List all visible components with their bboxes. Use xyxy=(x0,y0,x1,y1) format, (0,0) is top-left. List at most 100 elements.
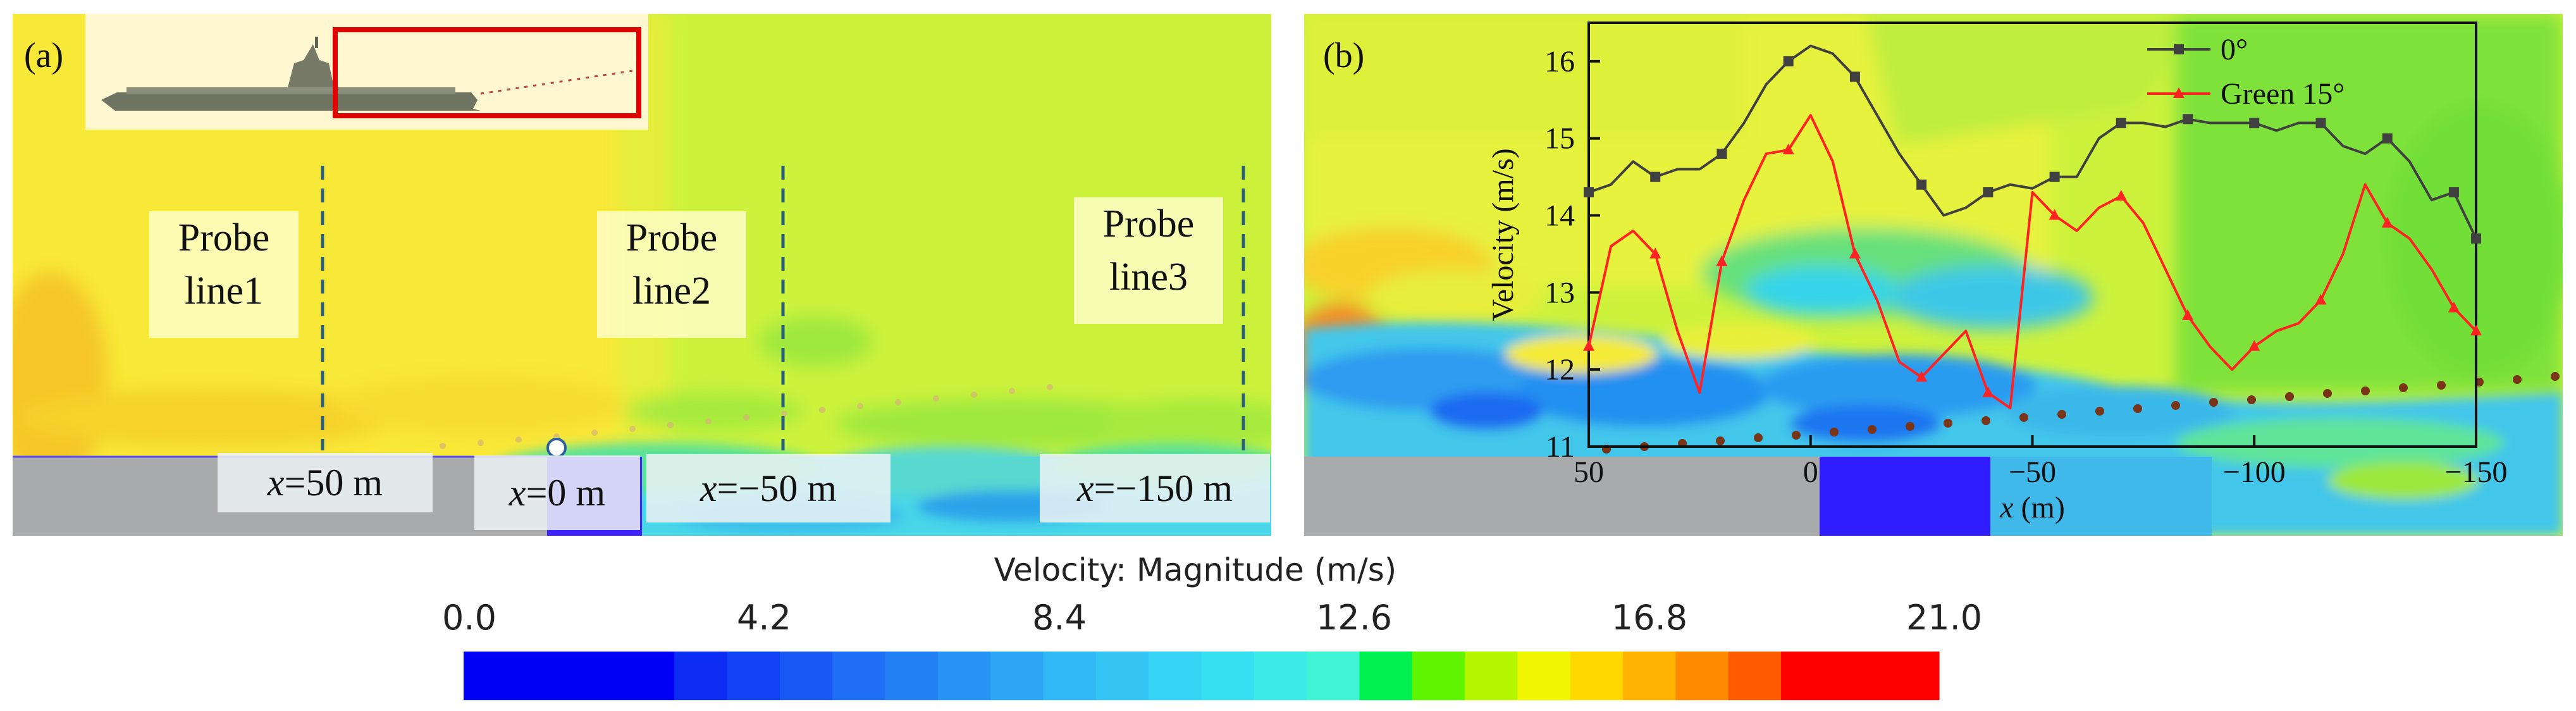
position-var: x xyxy=(1077,467,1094,509)
data-point-triangle xyxy=(1716,255,1728,266)
colorbar-band xyxy=(1201,652,1255,700)
panel-b-label: (b) xyxy=(1323,36,1365,75)
data-point-square xyxy=(2049,171,2060,182)
colorbar-band xyxy=(569,652,622,700)
colorbar-band xyxy=(1517,652,1571,700)
colorbar-band xyxy=(464,652,517,700)
position-label-minus-150: x=−150 m xyxy=(1040,454,1270,522)
x-tick-label: −50 xyxy=(2009,455,2056,489)
x-tick-label: 0 xyxy=(1803,455,1818,489)
colorbar-band xyxy=(1149,652,1202,700)
data-point-square xyxy=(2249,118,2260,128)
data-point-triangle xyxy=(1849,247,1861,259)
data-point-triangle xyxy=(2381,216,2393,228)
colorbar-band xyxy=(990,652,1044,700)
series-line-0deg xyxy=(1588,44,2477,239)
y-axis-label: Velocity (m/s) xyxy=(1486,148,1520,321)
data-point-triangle xyxy=(2315,294,2327,305)
colorbar-band xyxy=(674,652,728,700)
data-point-triangle xyxy=(1649,247,1661,259)
colorbar-band xyxy=(1043,652,1097,700)
x-axis-label: x (m) xyxy=(1999,491,2065,524)
data-point-triangle xyxy=(2049,209,2061,220)
velocity-line-chart: 50 0 −50 −100 −150 11 12 13 14 15 16 Velocity (m/s)… xyxy=(1486,22,2508,524)
colorbar-band xyxy=(1359,652,1413,700)
data-point-square xyxy=(1983,187,1994,197)
data-point-square xyxy=(2471,233,2481,244)
data-point-triangle xyxy=(2470,325,2482,336)
y-tick-label: 12 xyxy=(1544,353,1575,386)
x-axis-label-unit: (m) xyxy=(2021,491,2065,524)
data-point-square xyxy=(2315,118,2326,128)
position-var: x xyxy=(508,472,526,514)
colorbar-band xyxy=(1412,652,1465,700)
colorbar-band xyxy=(1886,652,1940,700)
data-point-triangle xyxy=(1982,386,1994,397)
colorbar-band xyxy=(937,652,991,700)
x-tick-label: −100 xyxy=(2223,455,2286,489)
data-point-square xyxy=(2382,133,2393,144)
colorbar-gradient xyxy=(464,652,1940,700)
data-point-square xyxy=(1716,149,1727,159)
panel-a-label: (a) xyxy=(24,36,64,75)
colorbar-title: Velocity: Magnitude (m/s) xyxy=(994,552,1397,588)
probe-line-3-label: Probe line3 xyxy=(1074,197,1223,324)
panel-b-contour xyxy=(1304,14,2563,536)
legend-marker-triangle xyxy=(2173,87,2185,98)
data-point-triangle xyxy=(1916,371,1928,382)
data-point-square xyxy=(1783,56,1794,66)
data-point-triangle xyxy=(2182,309,2194,320)
colorbar-band xyxy=(1728,652,1782,700)
data-point-square xyxy=(2116,118,2126,128)
colorbar-tick: 8.4 xyxy=(1032,598,1087,638)
colorbar-band xyxy=(1570,652,1624,700)
colorbar-band xyxy=(885,652,939,700)
colorbar-band xyxy=(1465,652,1519,700)
legend-label: Green 15° xyxy=(2221,77,2345,111)
colorbar-band xyxy=(779,652,833,700)
position-text: =50 m xyxy=(284,462,383,504)
colorbar-band xyxy=(1307,652,1360,700)
data-point-square xyxy=(1584,187,1594,197)
colorbar-band xyxy=(621,652,675,700)
colorbar-band xyxy=(1254,652,1307,700)
position-var: x xyxy=(700,467,717,509)
data-point-square xyxy=(2183,114,2193,125)
data-point-square xyxy=(1916,179,1927,190)
colorbar-band xyxy=(832,652,886,700)
probe-line-1-label: Probe line1 xyxy=(149,211,299,338)
colorbar-band xyxy=(1833,652,1887,700)
probe-line-2-label: Probe line2 xyxy=(597,211,746,338)
colorbar-band xyxy=(1623,652,1676,700)
legend-marker-square xyxy=(2174,44,2184,54)
position-text: =0 m xyxy=(526,472,606,514)
colorbar-band xyxy=(1675,652,1729,700)
data-point-triangle xyxy=(1782,144,1794,154)
highlight-box xyxy=(333,27,641,118)
colorbar-band xyxy=(1781,652,1834,700)
position-label-50: x=50 m xyxy=(218,453,433,512)
data-point-square xyxy=(2448,187,2459,197)
colorbar-tick: 12.6 xyxy=(1316,598,1393,638)
y-tick-label: 14 xyxy=(1544,199,1575,233)
x-axis-label-var: x xyxy=(1999,491,2021,524)
x-tick-label: 50 xyxy=(1574,455,1604,489)
data-point-square xyxy=(1849,71,1860,82)
data-point-square xyxy=(1650,171,1661,182)
origin-marker xyxy=(546,438,567,458)
y-tick-label: 15 xyxy=(1544,122,1575,156)
colorbar-band xyxy=(1095,652,1149,700)
colorbar-tick: 16.8 xyxy=(1611,598,1688,638)
legend-label: 0° xyxy=(2221,33,2248,66)
colorbar-tick: 21.0 xyxy=(1906,598,1983,638)
data-point-triangle xyxy=(1583,340,1594,351)
data-point-triangle xyxy=(2448,301,2460,312)
position-label-0: x=0 m xyxy=(474,455,640,530)
series-line-green15 xyxy=(1587,114,2477,410)
colorbar-band xyxy=(516,652,570,700)
position-label-minus-50: x=−50 m xyxy=(646,454,891,522)
y-tick-label: 11 xyxy=(1546,430,1575,464)
colorbar-tick: 4.2 xyxy=(737,598,791,638)
